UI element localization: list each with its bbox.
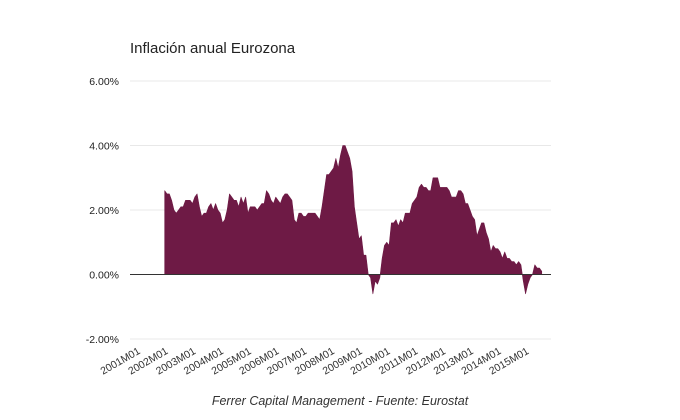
- y-axis-ticks: -2.00% 0.00% 2.00% 4.00% 6.00%: [86, 76, 119, 346]
- chart-title: Inflación anual Eurozona: [130, 40, 296, 57]
- y-tick-label: 4.00%: [89, 141, 119, 153]
- x-axis-ticks: 2001M012002M012003M012004M012005M012006M…: [99, 345, 532, 377]
- area-series-inflacion: [164, 145, 543, 295]
- y-tick-label: 0.00%: [89, 270, 119, 282]
- y-tick-label: 2.00%: [89, 205, 119, 217]
- y-tick-label: -2.00%: [86, 334, 119, 346]
- y-tick-label: 6.00%: [89, 76, 119, 88]
- source-caption: Ferrer Capital Management - Fuente: Euro…: [211, 394, 469, 408]
- series-area: [164, 145, 543, 295]
